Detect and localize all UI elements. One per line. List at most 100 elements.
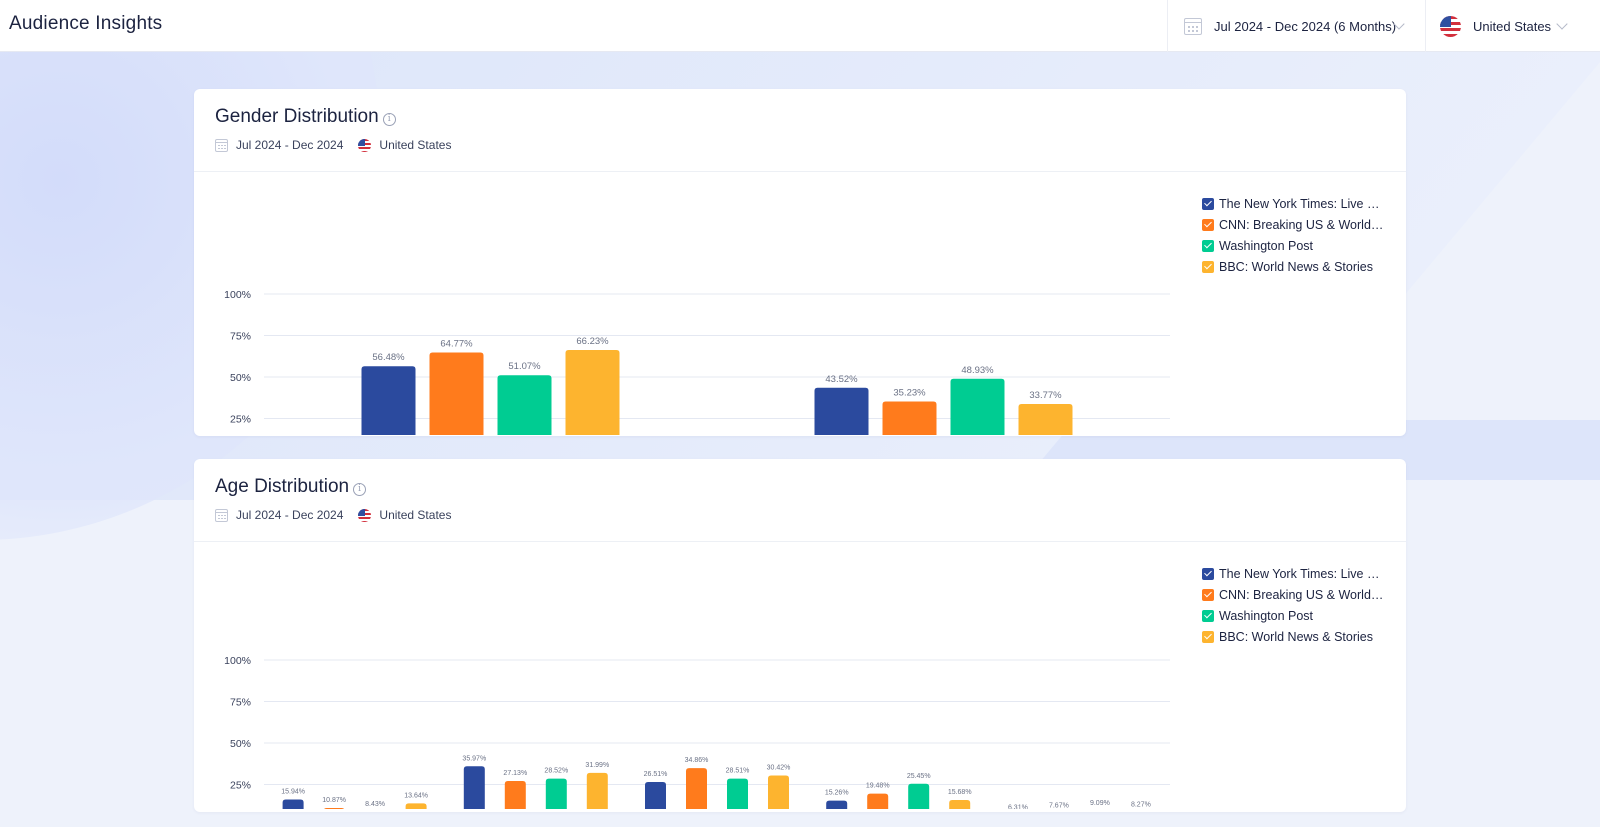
page-title: Audience Insights xyxy=(9,13,163,34)
bar xyxy=(405,803,427,809)
data-label: 30.42% xyxy=(767,765,791,772)
card-country: United States xyxy=(379,138,452,152)
legend-item[interactable]: Washington Post xyxy=(1202,605,1384,626)
date-range-label: Jul 2024 - Dec 2024 (6 Months) xyxy=(1214,18,1397,34)
bar xyxy=(497,375,552,435)
legend-item[interactable]: CNN: Breaking US & World N... xyxy=(1202,214,1384,235)
checkbox-checked-icon[interactable] xyxy=(1202,567,1214,580)
top-bar: Audience Insights Jul 2024 - Dec 2024 (6… xyxy=(0,0,1600,52)
data-label: 28.51% xyxy=(726,768,750,775)
card-title: Gender Distribution i xyxy=(215,106,396,128)
card-country: United States xyxy=(379,508,452,522)
card-header: Gender Distribution i Jul 2024 - Dec 2024… xyxy=(194,89,1406,172)
card-date-range: Jul 2024 - Dec 2024 xyxy=(236,508,344,522)
chevron-down-icon xyxy=(1556,18,1568,30)
checkbox-checked-icon[interactable] xyxy=(1202,588,1214,601)
bar xyxy=(645,781,666,809)
legend-label: BBC: World News & Stories xyxy=(1219,259,1373,274)
data-label: 7.67% xyxy=(1049,802,1069,809)
bar xyxy=(867,793,889,809)
checkbox-checked-icon[interactable] xyxy=(1202,218,1214,231)
bar xyxy=(1018,403,1073,435)
calendar-icon xyxy=(215,138,228,152)
data-label: 8.43% xyxy=(365,801,385,808)
us-flag-icon xyxy=(358,138,372,152)
legend-label: The New York Times: Live N... xyxy=(1219,196,1384,211)
chart-legend: The New York Times: Live N... CNN: Break… xyxy=(1202,563,1384,647)
bar xyxy=(908,783,930,809)
y-tick-label: 100% xyxy=(224,655,251,667)
y-tick-label: 25% xyxy=(230,414,251,426)
info-icon[interactable]: i xyxy=(382,113,396,126)
y-tick-label: 75% xyxy=(230,697,251,709)
data-label: 43.52% xyxy=(825,374,858,385)
card-header: Age Distribution i Jul 2024 - Dec 2024 Un… xyxy=(194,459,1406,542)
bar xyxy=(361,366,416,435)
data-label: 34.86% xyxy=(685,757,709,764)
chart-legend: The New York Times: Live N... CNN: Break… xyxy=(1202,193,1384,277)
card-title: Age Distribution i xyxy=(215,476,367,498)
card-meta: Jul 2024 - Dec 2024 United States xyxy=(215,138,451,152)
legend-label: Washington Post xyxy=(1219,238,1314,253)
country-filter[interactable]: United States xyxy=(1425,0,1600,52)
data-label: 27.13% xyxy=(503,770,527,777)
data-label: 15.26% xyxy=(825,790,849,797)
data-label: 35.23% xyxy=(893,388,926,399)
bar xyxy=(324,807,345,809)
data-label: 28.52% xyxy=(544,768,568,775)
legend-item[interactable]: BBC: World News & Stories xyxy=(1202,256,1384,277)
gender-distribution-card: Gender Distribution i Jul 2024 - Dec 2024… xyxy=(194,89,1406,436)
data-label: 35.97% xyxy=(462,755,486,762)
bar xyxy=(950,378,1005,435)
bar xyxy=(814,387,869,435)
checkbox-checked-icon[interactable] xyxy=(1202,260,1214,273)
date-range-filter[interactable]: Jul 2024 - Dec 2024 (6 Months) xyxy=(1167,0,1425,52)
card-meta: Jul 2024 - Dec 2024 United States xyxy=(215,508,451,522)
data-label: 31.99% xyxy=(585,762,609,769)
y-tick-label: 100% xyxy=(224,289,251,301)
data-label: 15.68% xyxy=(948,789,972,796)
y-tick-label: 50% xyxy=(230,372,251,384)
checkbox-checked-icon[interactable] xyxy=(1202,630,1214,643)
data-label: 25.45% xyxy=(907,773,931,780)
legend-item[interactable]: The New York Times: Live N... xyxy=(1202,563,1384,584)
bar xyxy=(504,780,526,809)
legend-item[interactable]: The New York Times: Live N... xyxy=(1202,193,1384,214)
data-label: 66.23% xyxy=(576,336,609,347)
info-icon[interactable]: i xyxy=(353,483,367,496)
us-flag-icon xyxy=(358,508,372,522)
country-label: United States xyxy=(1473,18,1552,34)
age-distribution-card: Age Distribution i Jul 2024 - Dec 2024 Un… xyxy=(194,459,1406,812)
us-flag-icon xyxy=(1440,15,1461,37)
data-label: 51.07% xyxy=(508,361,541,372)
y-tick-label: 75% xyxy=(230,331,251,343)
gender-bar-chart: 0%25%50%75%100%56.48%64.77%51.07%66.23%M… xyxy=(224,289,1170,435)
data-label: 6.31% xyxy=(1008,805,1028,809)
bar xyxy=(429,352,484,435)
data-label: 26.51% xyxy=(644,771,668,778)
bar xyxy=(586,772,608,809)
card-date-range: Jul 2024 - Dec 2024 xyxy=(236,138,344,152)
bar xyxy=(282,799,304,809)
checkbox-checked-icon[interactable] xyxy=(1202,239,1214,252)
data-label: 48.93% xyxy=(961,365,994,376)
legend-label: BBC: World News & Stories xyxy=(1219,629,1373,644)
card-title-text: Gender Distribution xyxy=(215,106,379,127)
bar xyxy=(727,778,748,809)
checkbox-checked-icon[interactable] xyxy=(1202,197,1214,210)
age-bar-chart: 0%25%50%75%100%15.94%10.87%8.43%13.64%18… xyxy=(224,655,1170,809)
checkbox-checked-icon[interactable] xyxy=(1202,609,1214,622)
legend-item[interactable]: Washington Post xyxy=(1202,235,1384,256)
legend-label: Washington Post xyxy=(1219,608,1314,623)
legend-item[interactable]: CNN: Breaking US & World N... xyxy=(1202,584,1384,605)
legend-item[interactable]: BBC: World News & Stories xyxy=(1202,626,1384,647)
data-label: 64.77% xyxy=(440,338,473,349)
legend-label: The New York Times: Live N... xyxy=(1219,566,1384,581)
bar xyxy=(882,401,937,435)
y-tick-label: 25% xyxy=(230,780,251,792)
bar xyxy=(949,799,971,809)
data-label: 13.64% xyxy=(404,792,428,799)
bar xyxy=(826,800,848,809)
calendar-icon xyxy=(215,508,228,522)
data-label: 33.77% xyxy=(1029,390,1062,401)
